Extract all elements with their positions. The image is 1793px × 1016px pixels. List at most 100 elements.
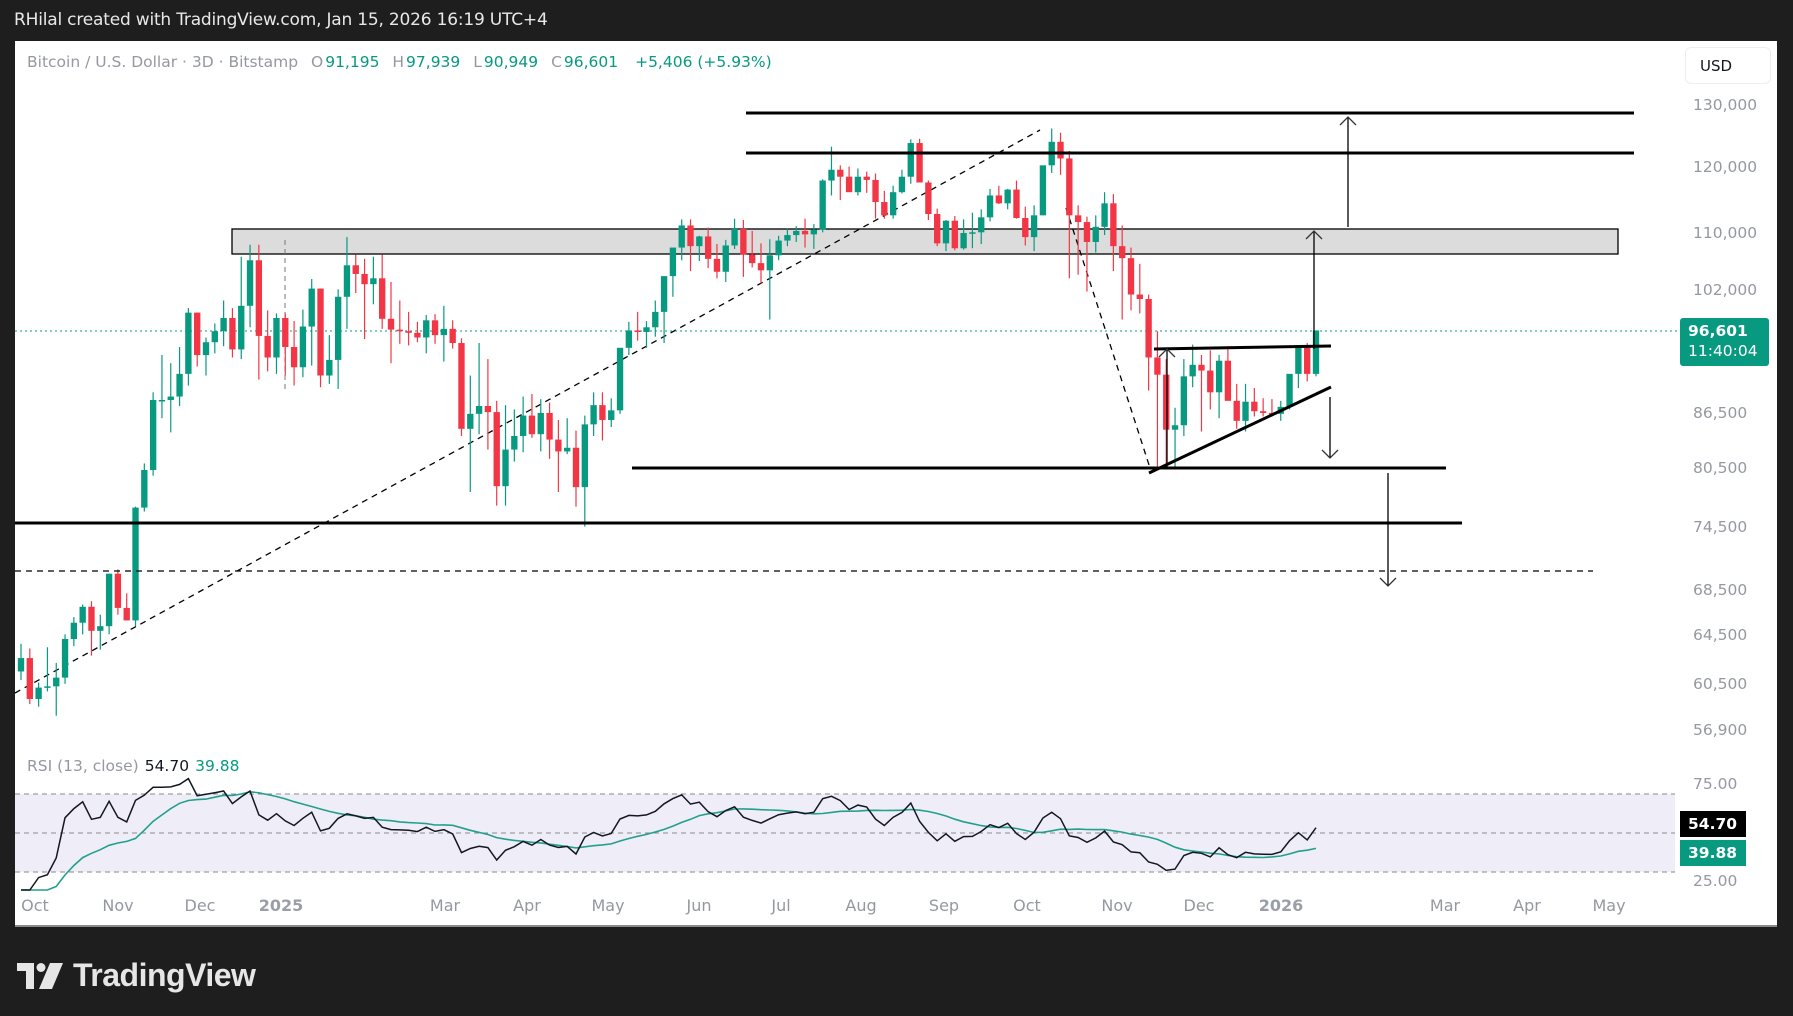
candle-body xyxy=(863,176,870,180)
arrow-up-breakout-target-head xyxy=(1305,230,1323,240)
candle-body xyxy=(652,311,659,328)
candle-body xyxy=(731,228,738,246)
arrow-down-measured-move-head xyxy=(1379,577,1397,587)
candle-body xyxy=(608,410,615,420)
low-label: L xyxy=(473,53,482,71)
chart-panel[interactable] xyxy=(15,41,1777,927)
candle-body xyxy=(1039,165,1047,216)
candle-body xyxy=(405,331,412,333)
candle-body xyxy=(951,220,958,249)
candle-body xyxy=(837,169,844,177)
candle-body xyxy=(149,399,157,471)
candle-body xyxy=(105,573,113,627)
triangle-resistance xyxy=(1153,344,1332,351)
arrow-up-triangle-height-head xyxy=(1158,348,1176,358)
time-axis-label: Dec xyxy=(184,896,216,915)
candle-body xyxy=(387,318,395,330)
candle-body xyxy=(326,359,333,376)
candle-body xyxy=(299,326,307,368)
candle-body xyxy=(1136,294,1143,300)
candle-body xyxy=(308,288,315,327)
time-axis-label: Mar xyxy=(1429,896,1461,915)
candle-body xyxy=(934,213,941,244)
candle-body xyxy=(202,342,210,356)
candle-body xyxy=(749,254,756,264)
currency-button[interactable]: USD xyxy=(1685,47,1771,84)
time-axis-label: Nov xyxy=(1101,896,1133,915)
candle-body xyxy=(969,232,976,234)
candle-body xyxy=(379,278,386,319)
change-value: +5,406 (+5.93%) xyxy=(635,53,772,71)
price-axis-label: 130,000 xyxy=(1693,96,1758,114)
rsi-title[interactable]: RSI (13, close) xyxy=(27,757,139,775)
rsi-ma-value: 39.88 xyxy=(195,757,240,775)
rsi-ma-line xyxy=(21,790,1317,891)
candle-body xyxy=(1251,401,1258,412)
candle-body xyxy=(793,230,800,236)
candle-body xyxy=(467,413,474,429)
candle-body xyxy=(185,312,192,374)
candle-body xyxy=(978,217,985,233)
candle-body xyxy=(273,318,280,358)
candle-body xyxy=(1259,411,1267,413)
candle-body xyxy=(141,470,148,508)
candle-body xyxy=(898,176,906,193)
candle-body xyxy=(114,573,122,608)
candle-body xyxy=(167,396,174,400)
time-axis-label: Oct xyxy=(21,896,49,915)
tradingview-logo-icon xyxy=(17,962,63,989)
candle-body xyxy=(1013,189,1020,219)
tradingview-logo[interactable]: TradingView xyxy=(17,957,256,994)
rsi-ma-badge: 39.88 xyxy=(1680,840,1746,866)
candle-body xyxy=(475,406,483,414)
candle-body xyxy=(414,332,421,338)
candle-body xyxy=(599,405,606,420)
price-axis-label: 25.00 xyxy=(1693,872,1738,890)
candle-body xyxy=(26,658,33,699)
candle-body xyxy=(502,449,509,487)
rsi-line xyxy=(21,777,1317,891)
last-price: 96,601 xyxy=(1688,322,1748,340)
falling-trendline-dashed xyxy=(1065,207,1151,469)
candle-body xyxy=(1119,246,1126,259)
time-axis-label: Oct xyxy=(1013,896,1041,915)
time-axis-label: Sep xyxy=(928,896,960,915)
candle-body xyxy=(845,176,853,193)
candle-body xyxy=(704,236,712,259)
candle-body xyxy=(1145,299,1152,358)
candle-body xyxy=(123,607,130,621)
time-axis-label: Aug xyxy=(845,896,877,915)
time-axis-label: May xyxy=(1592,896,1626,915)
open-value: 91,195 xyxy=(325,53,380,71)
candle-body xyxy=(801,230,809,235)
candle-body xyxy=(97,626,104,631)
time-axis-label: Jun xyxy=(686,896,712,915)
time-axis-label: Dec xyxy=(1183,896,1215,915)
candle-body xyxy=(238,305,245,350)
candle-body xyxy=(246,260,254,306)
candle-body xyxy=(986,195,994,218)
rising-trendline-dashed xyxy=(14,129,1041,694)
candle-body xyxy=(220,318,227,332)
candle-body xyxy=(361,273,368,285)
candle-body xyxy=(1101,203,1108,227)
bar-countdown: 11:40:04 xyxy=(1688,342,1758,360)
candle-body xyxy=(819,180,826,230)
rsi-value-badge: 54.70 xyxy=(1680,811,1746,837)
price-axis-label: 64,500 xyxy=(1693,626,1748,644)
candle-body xyxy=(581,424,588,488)
candle-body xyxy=(643,327,650,332)
candle-body xyxy=(1198,364,1205,371)
time-axis-label: 2025 xyxy=(258,896,304,915)
candle-body xyxy=(1030,215,1038,238)
candle-body xyxy=(1022,218,1029,238)
tradingview-wordmark: TradingView xyxy=(73,957,256,993)
candle-body xyxy=(484,406,492,413)
time-axis-label: Nov xyxy=(102,896,134,915)
low-value: 90,949 xyxy=(483,53,539,71)
rsi-value: 54.70 xyxy=(144,757,190,775)
candle-body xyxy=(255,260,263,336)
close-label: C xyxy=(551,53,562,71)
symbol-title[interactable]: Bitcoin / U.S. Dollar · 3D · Bitstamp xyxy=(27,53,299,71)
